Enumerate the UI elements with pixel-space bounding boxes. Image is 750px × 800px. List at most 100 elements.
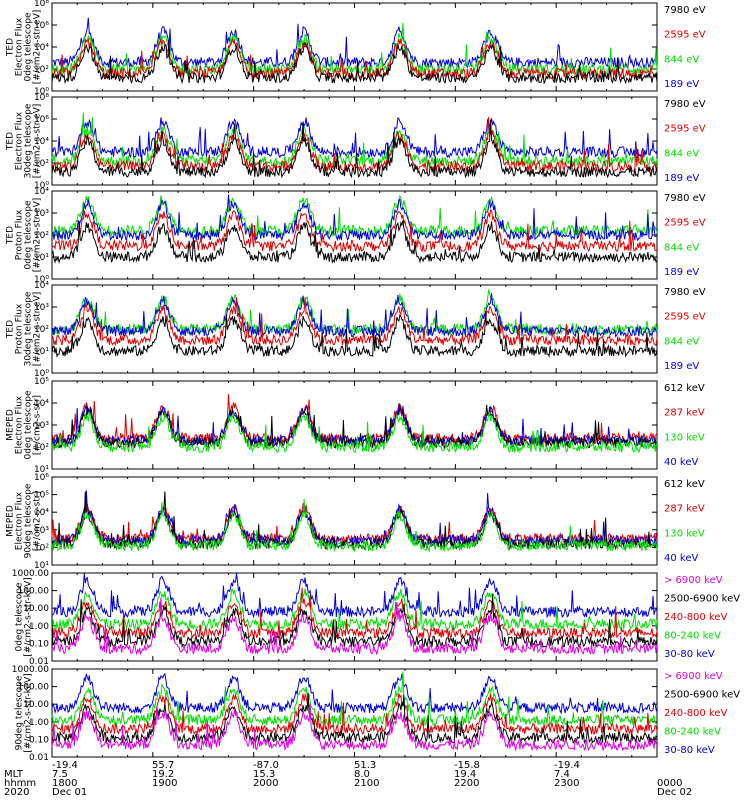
x-axis-column-label: 0000	[657, 778, 682, 789]
y-axis-label: Electron Flux	[15, 17, 25, 76]
x-axis-column-label: 7.4	[554, 769, 570, 780]
y-tick-label: 10²	[34, 159, 49, 169]
legend-entry: 189 eV	[664, 79, 699, 90]
y-axis-label: [#/cm2-s-str]	[33, 491, 43, 551]
legend-entry: 2595 eV	[664, 30, 706, 41]
y-axis-label: 90deg telescope	[15, 675, 25, 750]
y-axis-label: MEPED	[6, 409, 16, 441]
legend-entry: 7980 eV	[664, 99, 706, 110]
legend-entry: 7980 eV	[664, 5, 706, 16]
y-tick-label: 10¹	[34, 347, 49, 357]
y-axis-label: MEPED	[6, 505, 16, 537]
y-axis-label: [#/cm2-s-str]	[33, 395, 43, 455]
legend-entry: 40 keV	[664, 553, 698, 564]
series-4-line	[51, 672, 658, 715]
legend-entry: 844 eV	[664, 54, 699, 65]
x-axis-row-label: MLT	[4, 769, 24, 780]
x-axis-column-label: 55.7	[152, 760, 174, 771]
y-tick-label: 10⁸	[34, 93, 49, 103]
legend-entry: 30-80 keV	[664, 745, 715, 756]
series-3-line	[51, 194, 658, 242]
series-3-line	[51, 293, 658, 339]
legend-entry: 2500-6900 keV	[664, 690, 740, 701]
x-axis-column-label: 1800	[52, 778, 77, 789]
series-1-line	[51, 692, 658, 745]
series-4-line	[51, 572, 658, 619]
y-tick-label: 10.00	[23, 700, 49, 710]
y-axis-label: 0deg telescope	[24, 200, 34, 270]
series-1-line	[51, 117, 658, 173]
y-tick-label: 10³	[34, 303, 49, 313]
legend-entry: 40 keV	[664, 457, 698, 468]
legend-entry: 80-240 keV	[664, 727, 721, 738]
x-axis-column-label: 1900	[152, 778, 177, 789]
legend-entry: 2595 eV	[664, 124, 706, 135]
legend-entry: > 6900 keV	[664, 575, 723, 586]
legend-entry: 130 keV	[664, 432, 705, 443]
y-tick-label: 10⁴	[34, 281, 49, 291]
series-2-line	[51, 112, 658, 168]
y-axis-label: TED	[6, 320, 16, 339]
y-tick-label: 0.10	[29, 735, 49, 745]
x-axis-row-label: hhmm	[4, 778, 36, 789]
x-axis-column-label: 19.4	[454, 769, 476, 780]
legend-entry: 2595 eV	[664, 312, 706, 323]
y-axis-label: 0deg telescope	[24, 12, 34, 82]
series-1-line	[51, 297, 658, 347]
series-1-line	[51, 394, 658, 446]
legend-entry: 844 eV	[664, 148, 699, 159]
legend-entry: 30-80 keV	[664, 649, 715, 660]
legend-entry: 612 keV	[664, 383, 705, 394]
y-tick-label: 10⁴	[34, 43, 49, 53]
y-tick-label: 10⁴	[34, 508, 49, 518]
series-0-line	[51, 311, 658, 359]
series-2-line	[51, 692, 658, 736]
y-tick-label: 10²	[34, 231, 49, 241]
y-axis-label: [#/cm2-s-str-eV]	[33, 292, 43, 367]
y-axis-label: 0deg telescope	[24, 390, 34, 460]
series-2-line	[51, 410, 658, 454]
y-tick-label: 10⁶	[34, 473, 49, 483]
x-axis-column-label: 8.0	[354, 769, 370, 780]
series-3-line	[51, 671, 658, 727]
y-tick-label: 100.00	[18, 587, 50, 597]
y-tick-label: 10⁸	[34, 0, 49, 9]
legend-entry: 189 eV	[664, 173, 699, 184]
series-0-line	[51, 220, 658, 264]
y-tick-label: 0.10	[29, 639, 49, 649]
legend-entry: 287 keV	[664, 408, 705, 419]
series-0-line	[51, 597, 658, 656]
legend-entry: 189 eV	[664, 361, 699, 372]
y-tick-label: 10³	[34, 421, 49, 431]
series-3-line	[51, 403, 658, 448]
y-tick-label: 10⁵	[34, 491, 49, 501]
x-axis-column-label: 2000	[253, 778, 278, 789]
y-tick-label: 10⁰	[34, 87, 49, 97]
panel-7: 0.01 0.10 1.00 10.00 100.00 1000.00 0deg teles…	[12, 569, 740, 667]
panel-5: 10¹ 10² 10³ 10⁴ 10⁵ MEPED Electron Flux 0deg te…	[6, 377, 705, 475]
x-axis-column-label: 15.3	[253, 769, 275, 780]
y-axis-label: 90deg telescope	[24, 483, 34, 558]
y-tick-label: 10¹	[34, 465, 49, 475]
y-axis-label: TED	[6, 132, 16, 151]
y-tick-label: 10⁰	[34, 369, 49, 379]
legend-entry: 2595 eV	[664, 218, 706, 229]
y-tick-label: 10⁶	[34, 21, 49, 31]
y-tick-label: 10⁴	[34, 137, 49, 147]
y-tick-label: 10⁰	[34, 181, 49, 191]
y-axis-label: [#/cm2-s-str-keV]	[24, 577, 34, 656]
x-axis-column-label: 2100	[354, 778, 379, 789]
legend-entry: 287 keV	[664, 504, 705, 515]
series-1-line	[51, 209, 658, 253]
y-axis-label: Proton Flux	[15, 209, 25, 260]
panel-1: 10⁰ 10² 10⁴ 10⁶ 10⁸ TED Electron Flux 0deg tele…	[6, 0, 706, 97]
series-2-line	[51, 289, 658, 336]
y-tick-label: 10⁶	[34, 115, 49, 125]
series-3-line	[51, 490, 658, 548]
y-axis-label: TED	[6, 38, 16, 57]
x-axis-column-label: 19.2	[152, 769, 174, 780]
legend-entry: 240-800 keV	[664, 612, 728, 623]
y-tick-label: 1000.00	[12, 665, 49, 675]
y-tick-label: 10⁰	[34, 275, 49, 285]
